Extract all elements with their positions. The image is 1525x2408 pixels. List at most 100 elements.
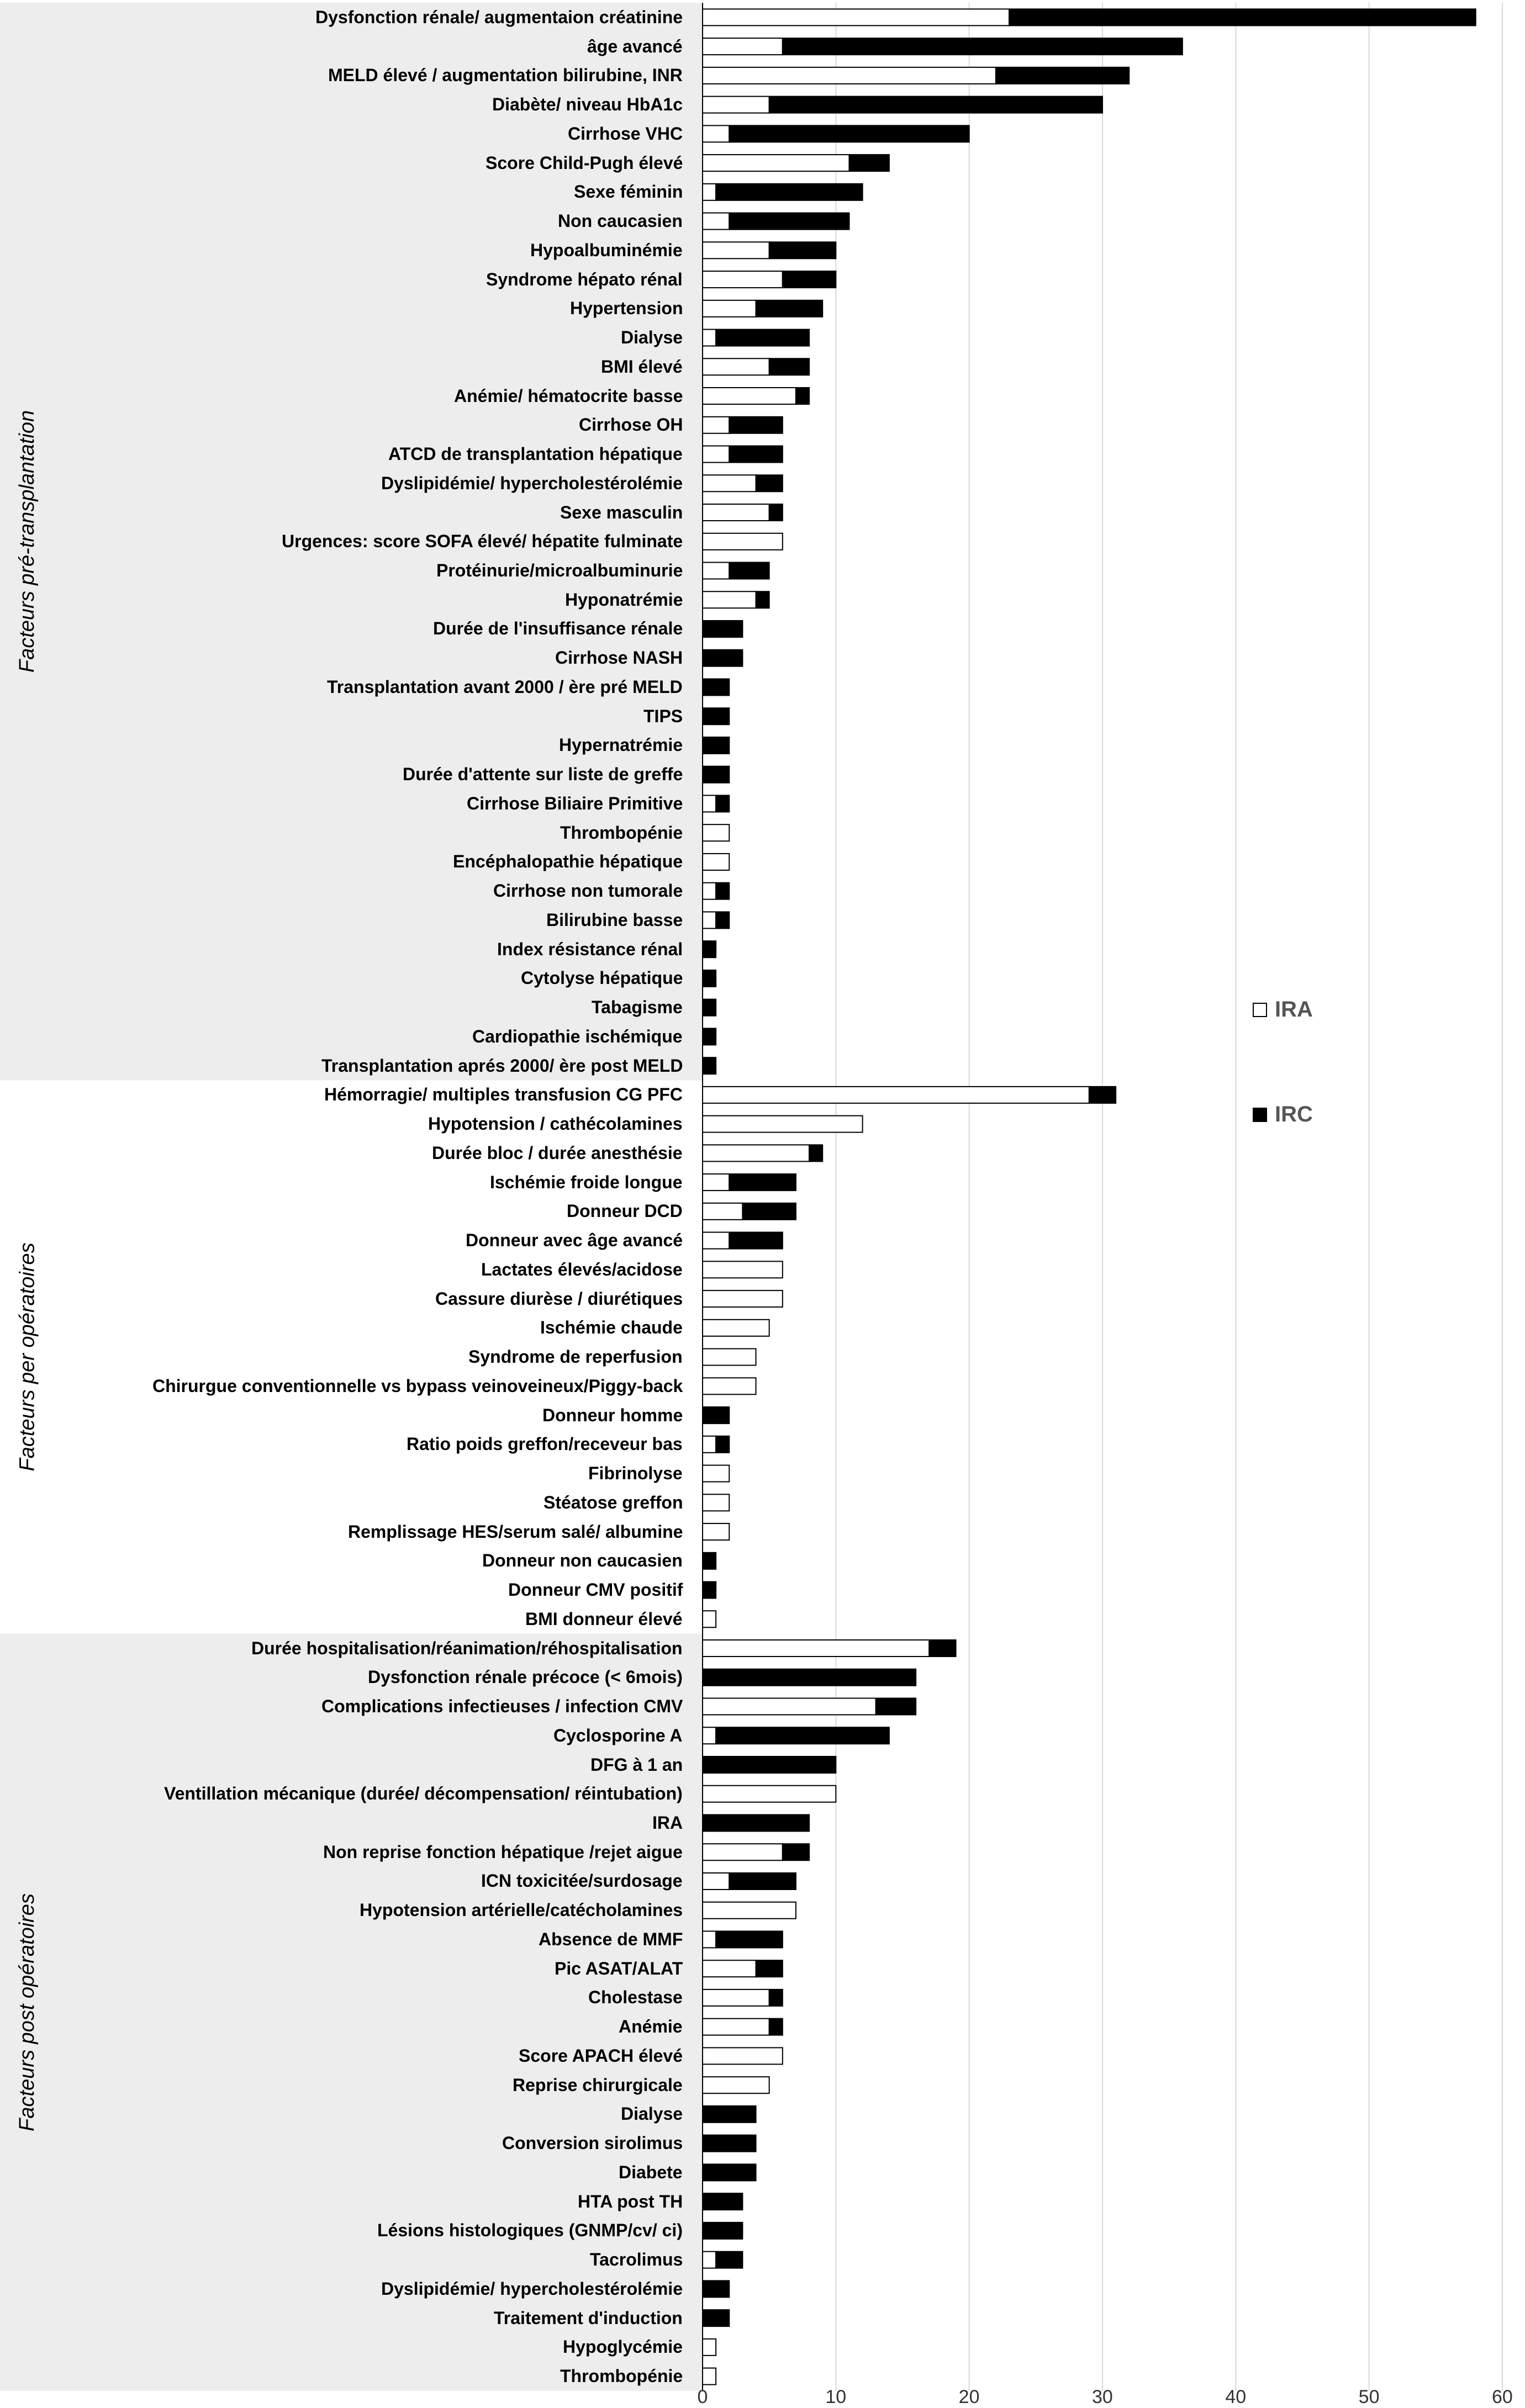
category-label: Cholestase [588,1987,683,2008]
category-label: Tacrolimus [590,2250,683,2270]
category-label: Sexe masculin [560,502,683,522]
bar-irc [715,329,810,347]
group-label: Facteurs pré-transplantation [15,410,39,673]
category-label: Anémie/ hématocrite basse [454,385,683,406]
category-label: Thrombopénie [560,822,683,843]
legend-label: IRA [1275,997,1313,1022]
bar-irc [729,1173,796,1192]
category-label: Urgences: score SOFA élevé/ hépatite ful… [282,531,683,552]
category-label: Absence de MMF [539,1929,683,1949]
bar-ira [702,1086,1090,1104]
bar-ira [702,445,730,463]
bar-irc [702,969,717,987]
bar-ira [702,1494,730,1512]
x-tick-label: 60 [1492,2386,1513,2407]
category-label: Cyclosporine A [553,1725,683,1745]
category-label: Non reprise fonction hépatique /rejet ai… [323,1841,683,1862]
bar-irc [729,1872,796,1890]
category-label: Cassure diurèse / diurétiques [435,1288,683,1309]
bar-ira [702,474,757,493]
bar-ira [702,1115,863,1133]
category-label: Hypotension / cathécolamines [428,1114,683,1134]
bar-ira [702,1464,730,1483]
x-tick-label: 10 [825,2386,847,2407]
bar-irc [702,1581,717,1599]
bar-irc [702,1406,730,1425]
category-label: Donneur homme [542,1405,683,1425]
category-label: Fibrinolyse [588,1463,683,1484]
bar-ira [702,38,783,56]
bar-ira [702,1348,757,1366]
bar-irc [702,707,730,726]
category-label: Thrombopénie [560,2366,683,2386]
bar-irc [729,416,783,434]
bar-irc [768,2018,783,2036]
bar-irc [768,96,1103,114]
bar-ira [702,562,730,580]
category-label: MELD élevé / augmentation bilirubine, IN… [328,65,683,86]
category-label: Dysfonction rénale/ augmentaion créatini… [315,7,683,27]
bar-ira [702,387,796,405]
bar-ira [702,271,783,289]
category-label: Tabagisme [592,997,683,1018]
bar-ira [702,1144,810,1162]
bar-irc [755,1960,783,1978]
legend-item: IRC [1253,1102,1313,1127]
bar-ira [702,2076,770,2094]
bar-irc [702,2280,730,2298]
bar-ira [702,1202,743,1220]
group-band [0,3,703,1081]
category-label: Ratio poids greffon/receveur bas [407,1434,683,1454]
category-label: Syndrome hépato rénal [486,269,683,289]
category-label: Score Child-Pugh élevé [486,152,683,173]
bar-irc [1088,1086,1117,1104]
category-label: Conversion sirolimus [502,2133,683,2153]
category-label: Dysfonction rénale précoce (< 6mois) [368,1667,683,1687]
bar-irc [715,882,730,900]
category-label: Diabète/ niveau HbA1c [492,94,683,115]
x-tick-label: 20 [958,2386,980,2407]
bar-irc [702,765,730,784]
bar-ira [702,416,730,434]
bar-irc [755,591,770,609]
bar-irc [729,445,783,463]
category-label: Hypertension [570,298,683,319]
category-label: TIPS [643,706,683,726]
category-label: Encéphalopathie hépatique [453,851,683,872]
bar-ira [702,66,996,84]
bar-ira [702,241,770,260]
bar-ira [702,911,717,929]
bar-ira [702,96,770,114]
category-label: Dialyse [621,327,683,348]
bar-ira [702,329,717,347]
bar-irc [729,1231,783,1250]
bar-ira [702,1319,770,1337]
group-band [0,1633,703,2391]
category-label: Dyslipidémie/ hypercholestérolémie [381,2278,683,2299]
category-label: Transplantation aprés 2000/ ère post MEL… [321,1055,683,1076]
category-label: Hypoalbuminémie [530,240,683,260]
category-label: Reprise chirurgicale [513,2074,683,2095]
category-label: Cirrhose NASH [555,648,683,668]
category-label: Cirrhose VHC [568,123,683,144]
legend-label: IRC [1275,1102,1313,1126]
bar-ira [702,8,1010,27]
bar-irc [715,1930,783,1949]
bar-ira [702,504,770,522]
category-label: Cirrhose non tumorale [493,881,683,901]
bar-irc [715,911,730,929]
category-label: Dialyse [621,2104,683,2124]
category-label: Ischémie froide longue [490,1172,683,1192]
bar-ira [702,1785,837,1803]
bar-ira [702,853,730,871]
bar-irc [702,2193,743,2211]
bar-ira [702,154,850,172]
bar-irc [1009,8,1476,27]
category-label: ATCD de transplantation hépatique [388,444,683,464]
x-tick-label: 50 [1358,2386,1380,2407]
category-label: Traitement d'induction [494,2308,683,2328]
x-tick-label: 40 [1225,2386,1247,2407]
category-label: Durée d'attente sur liste de greffe [403,764,683,785]
